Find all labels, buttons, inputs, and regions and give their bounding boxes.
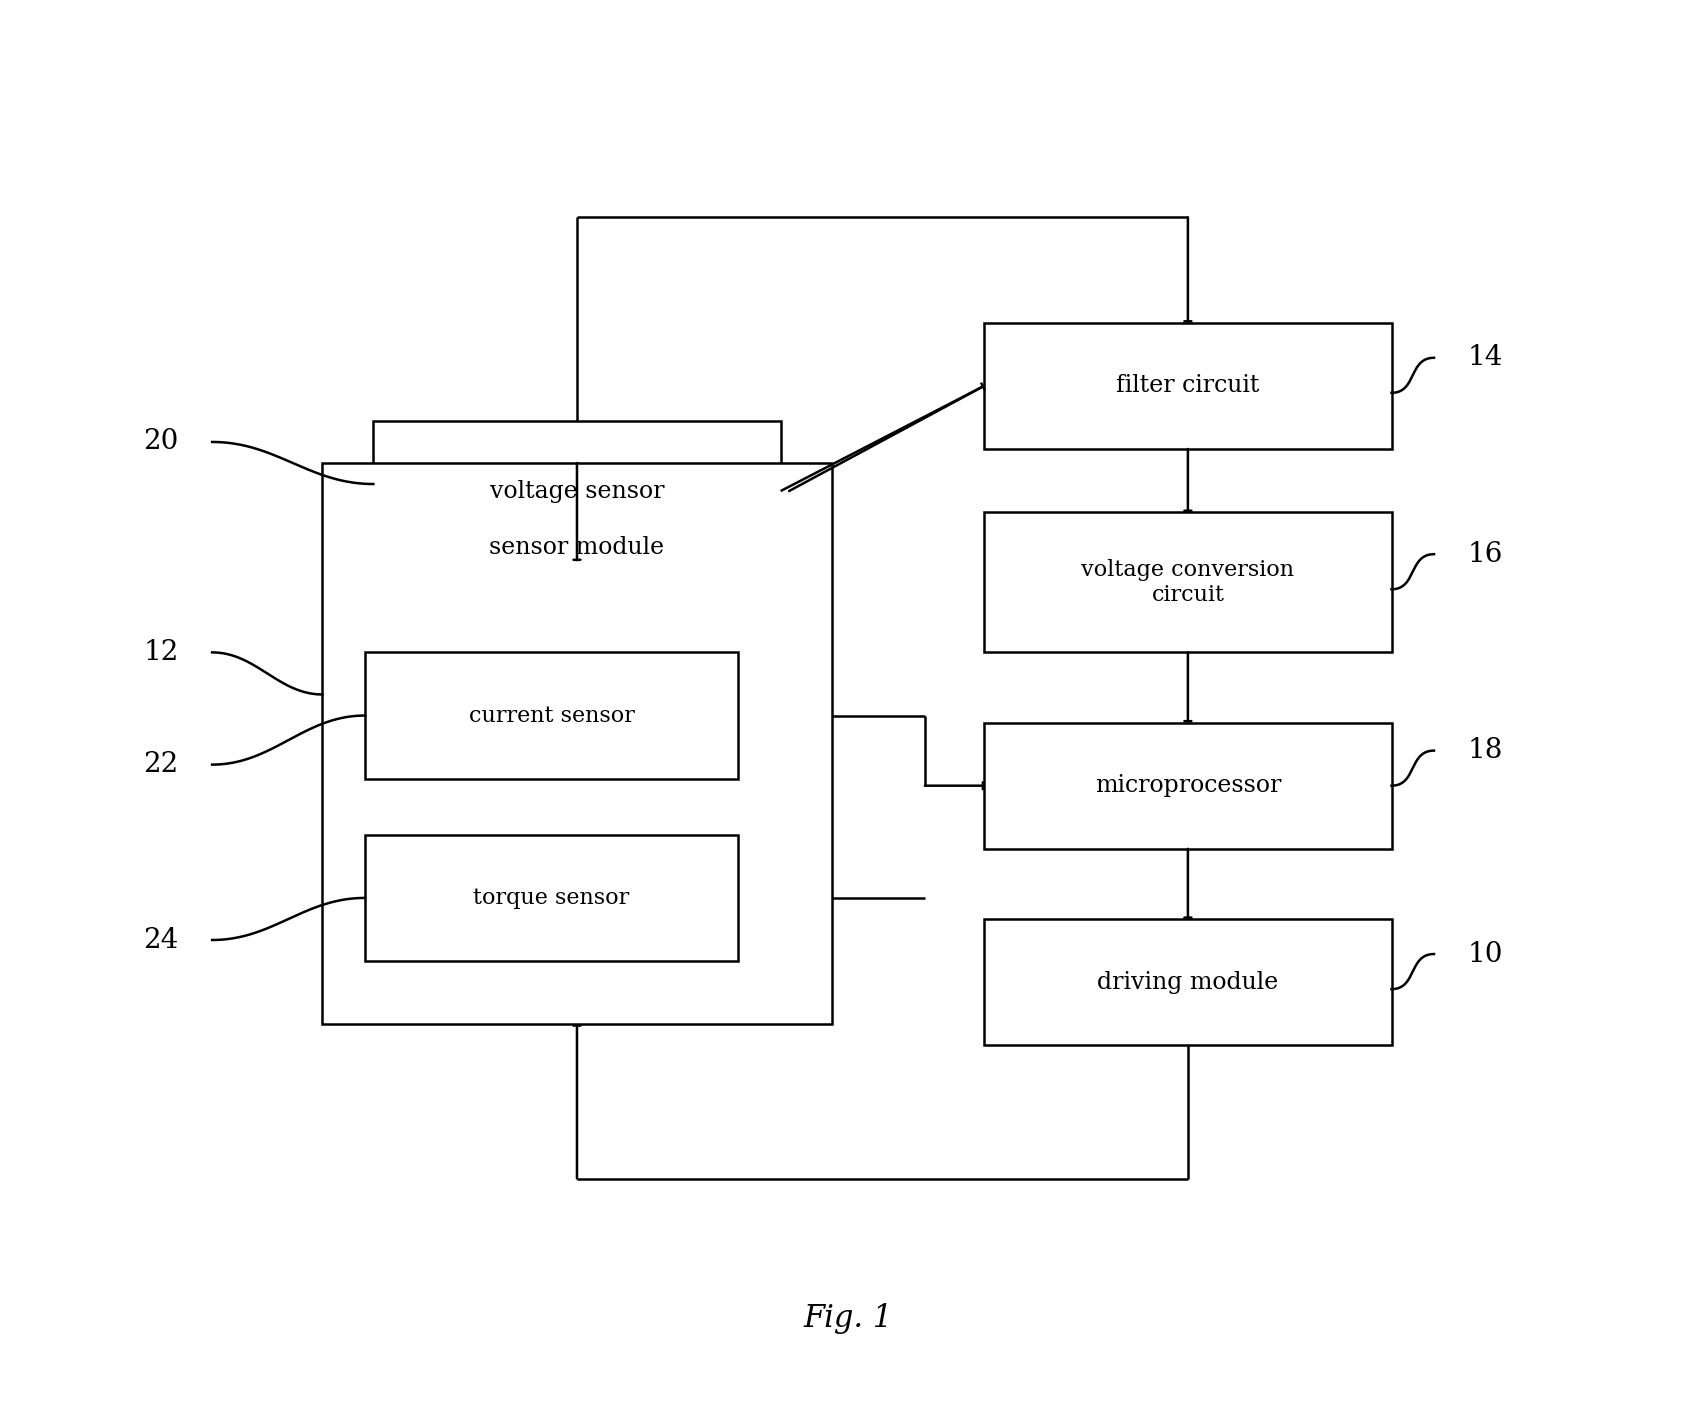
Text: 18: 18: [1468, 737, 1502, 765]
Text: 22: 22: [144, 751, 178, 779]
Bar: [984, 919, 1392, 1045]
Text: 12: 12: [144, 638, 178, 666]
Bar: [365, 652, 738, 779]
Text: voltage sensor: voltage sensor: [490, 480, 664, 502]
Text: 24: 24: [144, 926, 178, 954]
Text: voltage conversion
circuit: voltage conversion circuit: [1081, 558, 1295, 606]
Text: microprocessor: microprocessor: [1095, 774, 1281, 797]
Bar: [365, 835, 738, 961]
Bar: [984, 323, 1392, 449]
Bar: [322, 463, 832, 1024]
Text: torque sensor: torque sensor: [473, 887, 630, 909]
Bar: [373, 421, 781, 561]
Text: sensor module: sensor module: [489, 536, 665, 558]
Text: 20: 20: [144, 428, 178, 456]
Text: current sensor: current sensor: [468, 704, 635, 727]
Text: filter circuit: filter circuit: [1117, 375, 1259, 397]
Text: 16: 16: [1468, 540, 1502, 568]
Bar: [984, 723, 1392, 849]
Bar: [984, 512, 1392, 652]
Text: 14: 14: [1468, 344, 1502, 372]
Text: Fig. 1: Fig. 1: [804, 1303, 893, 1334]
Text: 10: 10: [1468, 940, 1502, 968]
Text: driving module: driving module: [1098, 971, 1278, 993]
